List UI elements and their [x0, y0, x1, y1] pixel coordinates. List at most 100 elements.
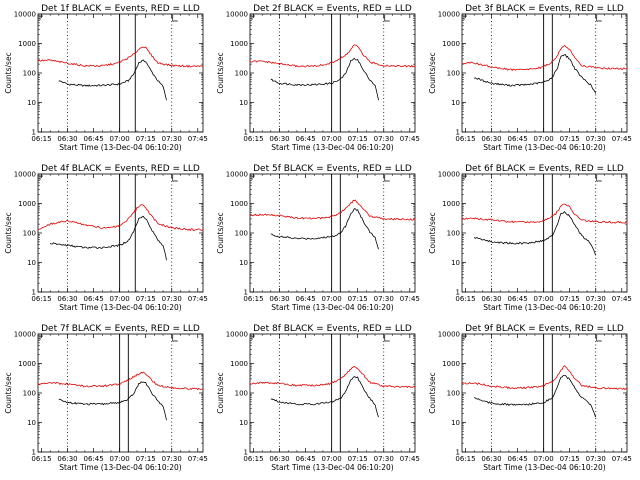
x-tick-label: 07:15 — [560, 135, 580, 143]
x-tick-label: 06:30 — [481, 135, 501, 143]
series-line-lld — [461, 365, 627, 391]
y-tick-label: 1000 — [442, 360, 460, 368]
series-line-events — [270, 376, 379, 418]
x-tick-label: 07:00 — [322, 455, 342, 463]
x-tick-label: 07:45 — [188, 135, 208, 143]
x-tick-label: 07:45 — [612, 455, 632, 463]
x-tick-label: 07:30 — [586, 135, 606, 143]
series-line-events — [58, 381, 167, 421]
panel-title: Det 5f BLACK = Events, RED = LLD — [253, 164, 412, 174]
x-tick-label: 07:00 — [110, 455, 130, 463]
x-tick-label: 06:30 — [269, 135, 289, 143]
corner-mark — [251, 335, 255, 340]
y-tick-label: 1000 — [18, 360, 36, 368]
series-line-events — [270, 57, 379, 101]
x-axis-label: Start Time (13-Dec-04 06:10:20) — [271, 463, 393, 472]
panel-1: Det 1f BLACK = Events, RED = LLD 1 10 100 10… — [4, 4, 208, 152]
plot-frame — [249, 173, 416, 293]
y-tick-label: 10 — [27, 419, 36, 427]
y-axis-label: Counts/sec — [216, 372, 225, 413]
corner-mark — [384, 175, 390, 182]
y-tick-label: 100 — [235, 70, 248, 78]
y-tick-label: 100 — [235, 230, 248, 238]
y-tick-label: 10 — [451, 259, 460, 267]
x-axis-label: Start Time (13-Dec-04 06:10:20) — [483, 303, 605, 312]
x-tick-label: 06:45 — [295, 295, 315, 303]
corner-mark — [596, 15, 602, 22]
y-axis-label: Counts/sec — [216, 52, 225, 93]
y-axis-label: Counts/sec — [4, 372, 13, 413]
y-axis-label: Counts/sec — [4, 212, 13, 253]
panel-4: Det 4f BLACK = Events, RED = LLD 1 10 100 10… — [4, 164, 208, 312]
x-tick-label: 07:15 — [560, 455, 580, 463]
x-tick-label: 07:00 — [534, 295, 554, 303]
y-tick-label: 10000 — [438, 331, 460, 339]
series-line-lld — [249, 199, 416, 221]
plot-frame — [249, 13, 416, 133]
y-tick-label: 1000 — [18, 200, 36, 208]
x-tick-label: 07:00 — [322, 135, 342, 143]
series-line-lld — [249, 366, 416, 389]
corner-mark — [596, 175, 602, 182]
x-tick-label: 06:30 — [57, 135, 77, 143]
panel-title: Det 9f BLACK = Events, RED = LLD — [465, 324, 624, 334]
x-tick-label: 06:45 — [507, 135, 527, 143]
series-line-events — [473, 210, 597, 256]
x-tick-label: 06:45 — [83, 135, 103, 143]
corner-mark — [251, 15, 255, 20]
series-line-lld — [37, 46, 203, 68]
plot-frame — [37, 173, 204, 293]
x-tick-label: 07:30 — [586, 455, 606, 463]
series-line-lld — [461, 44, 628, 72]
x-tick-label: 07:30 — [162, 135, 182, 143]
corner-mark — [172, 175, 178, 182]
x-tick-label: 07:15 — [348, 295, 368, 303]
series-line-lld — [37, 204, 204, 232]
y-tick-label: 10000 — [14, 11, 36, 19]
panel-title: Det 7f BLACK = Events, RED = LLD — [41, 324, 200, 334]
x-tick-label: 06:45 — [295, 135, 315, 143]
x-tick-label: 06:30 — [57, 295, 77, 303]
x-tick-label: 07:45 — [612, 135, 632, 143]
y-tick-label: 10 — [239, 99, 248, 107]
y-tick-label: 1 — [244, 129, 248, 137]
x-tick-label: 07:45 — [612, 295, 632, 303]
x-tick-label: 06:30 — [269, 295, 289, 303]
x-tick-label: 06:45 — [507, 295, 527, 303]
y-tick-label: 10000 — [226, 171, 248, 179]
x-tick-label: 07:45 — [400, 135, 420, 143]
corner-mark — [39, 175, 43, 180]
plot-frame — [461, 333, 628, 453]
x-tick-label: 07:15 — [136, 135, 156, 143]
x-tick-label: 06:45 — [83, 455, 103, 463]
x-tick-label: 06:45 — [507, 455, 527, 463]
panel-title: Det 8f BLACK = Events, RED = LLD — [253, 324, 412, 334]
y-tick-label: 1 — [456, 129, 460, 137]
y-tick-label: 10 — [451, 99, 460, 107]
y-tick-label: 10 — [451, 419, 460, 427]
x-tick-label: 06:30 — [269, 455, 289, 463]
series-line-events — [474, 375, 597, 418]
x-tick-label: 07:00 — [110, 295, 130, 303]
y-axis-label: Counts/sec — [428, 372, 437, 413]
y-tick-label: 10000 — [438, 171, 460, 179]
x-tick-label: 07:00 — [534, 135, 554, 143]
y-tick-label: 1 — [244, 449, 248, 457]
y-axis-label: Counts/sec — [4, 52, 13, 93]
x-axis-label: Start Time (13-Dec-04 06:10:20) — [59, 463, 181, 472]
y-tick-label: 1000 — [230, 200, 248, 208]
y-tick-label: 10 — [239, 419, 248, 427]
x-tick-label: 06:15 — [243, 295, 263, 303]
corner-mark — [39, 15, 43, 20]
x-tick-label: 07:00 — [322, 295, 342, 303]
corner-mark — [251, 175, 255, 180]
y-tick-label: 1 — [32, 289, 36, 297]
x-tick-label: 07:15 — [348, 135, 368, 143]
x-tick-label: 07:15 — [136, 295, 156, 303]
y-tick-label: 10000 — [226, 11, 248, 19]
x-tick-label: 07:45 — [400, 455, 420, 463]
y-tick-label: 10000 — [226, 331, 248, 339]
x-tick-label: 06:15 — [31, 295, 51, 303]
y-tick-label: 1 — [244, 289, 248, 297]
